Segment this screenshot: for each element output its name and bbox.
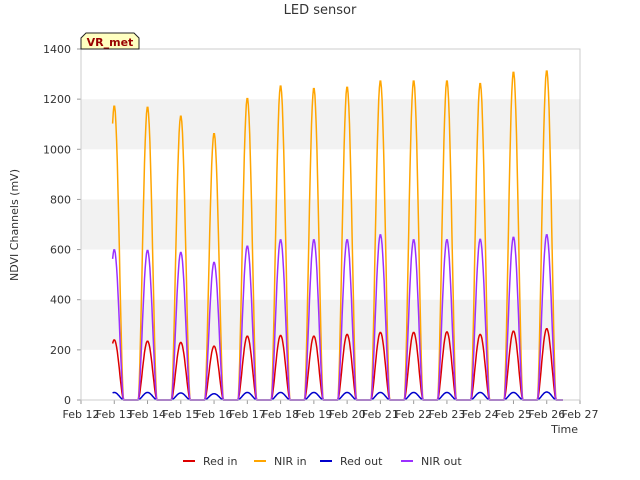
x-tick-label: Feb 19 (295, 408, 332, 421)
grid-band (81, 99, 580, 150)
badge-label: VR_met (87, 36, 134, 49)
badge-shape (80, 32, 140, 50)
y-tick-label: 0 (64, 394, 71, 407)
legend-label: NIR in (274, 455, 307, 468)
chart-title: LED sensor (284, 3, 357, 18)
x-tick-label: Feb 14 (129, 408, 166, 421)
legend-label: Red in (203, 455, 237, 468)
vr-met-badge: VR_met (80, 32, 140, 50)
legend-label: NIR out (421, 455, 462, 468)
legend-label: Red out (340, 455, 383, 468)
grid-band (81, 49, 580, 100)
y-tick-label: 200 (50, 344, 71, 357)
y-axis-label: NDVI Channels (mV) (8, 169, 21, 281)
grid-bands (81, 49, 580, 400)
x-tick-label: Feb 22 (395, 408, 432, 421)
y-tick-label: 400 (50, 294, 71, 307)
y-tick-label: 600 (50, 244, 71, 257)
x-tick-label: Feb 15 (162, 408, 199, 421)
grid-band (81, 149, 580, 200)
series-line-nir-out (111, 234, 563, 401)
x-tick-label: Feb 24 (462, 408, 499, 421)
x-tick-label: Feb 21 (362, 408, 399, 421)
x-tick-label: Feb 23 (428, 408, 465, 421)
x-tick-label: Feb 17 (229, 408, 266, 421)
x-tick-label: Feb 18 (262, 408, 299, 421)
y-tick-label: 800 (50, 193, 71, 206)
plot-frame (80, 48, 581, 401)
y-tick-label: 1400 (43, 43, 71, 56)
x-tick-label: Feb 25 (495, 408, 532, 421)
grid-band (81, 299, 580, 350)
x-axis-label: Time (550, 423, 578, 436)
grid-band (81, 349, 580, 400)
grid-band (81, 249, 580, 300)
x-tick-label: Feb 12 (63, 408, 100, 421)
x-tick-label: Feb 26 (528, 408, 565, 421)
x-tick-label: Feb 16 (196, 408, 233, 421)
grid-band (81, 199, 580, 250)
legend: Red in NIR in Red out NIR out (183, 455, 462, 468)
x-tick-label: Feb 13 (96, 408, 133, 421)
x-tick-label: Feb 20 (329, 408, 366, 421)
y-tick-label: 1000 (43, 143, 71, 156)
y-axis-ticks: 0 200 400 600 800 1000 1200 1400 (43, 43, 81, 407)
x-tick-label: Feb 27 (562, 408, 599, 421)
y-tick-label: 1200 (43, 93, 71, 106)
